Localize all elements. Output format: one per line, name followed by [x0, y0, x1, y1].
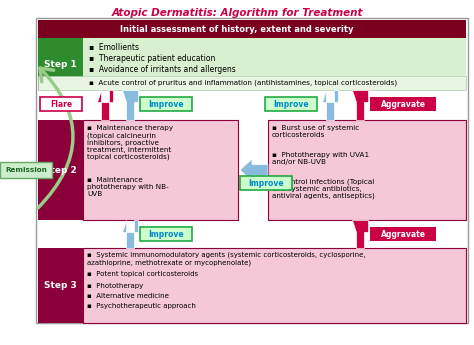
Bar	[370, 227, 436, 241]
Bar	[83, 38, 466, 76]
Text: ▪  Emollients: ▪ Emollients	[89, 43, 139, 52]
Text: ▪  Maintenance
phototherapy with NB-
UVB: ▪ Maintenance phototherapy with NB- UVB	[87, 177, 169, 197]
Text: Improve: Improve	[148, 229, 184, 238]
Bar	[140, 97, 192, 111]
Bar	[268, 120, 466, 220]
Bar	[83, 120, 238, 220]
Polygon shape	[352, 220, 368, 248]
Text: Remission: Remission	[5, 167, 47, 173]
Text: Flare: Flare	[50, 99, 72, 108]
Polygon shape	[352, 90, 368, 120]
Text: ▪  Acute control of pruritus and inflammation (antihistamines, topical corticost: ▪ Acute control of pruritus and inflamma…	[89, 80, 397, 86]
FancyArrowPatch shape	[38, 68, 73, 208]
Text: ▪  Maintenance therapy
(topical calcineurin
inhibitors, proactive
treatment, int: ▪ Maintenance therapy (topical calcineur…	[87, 125, 173, 160]
Text: ▪  Alternative medicine: ▪ Alternative medicine	[87, 293, 169, 299]
Text: ▪  Psychotherapeutic approach: ▪ Psychotherapeutic approach	[87, 303, 196, 309]
Bar	[265, 97, 317, 111]
Polygon shape	[322, 90, 338, 120]
Text: Aggravate: Aggravate	[381, 99, 426, 108]
Bar	[83, 248, 466, 323]
Bar	[0, 162, 52, 178]
Polygon shape	[97, 90, 113, 120]
Polygon shape	[240, 159, 268, 181]
Polygon shape	[122, 90, 138, 120]
Text: Improve: Improve	[148, 99, 184, 108]
Bar	[40, 97, 82, 111]
Text: ▪  Burst use of systemic
corticosteroids: ▪ Burst use of systemic corticosteroids	[272, 125, 359, 138]
Text: Initial assessment of history, extent and severity: Initial assessment of history, extent an…	[120, 24, 354, 33]
Text: Step 2: Step 2	[44, 166, 77, 175]
Text: Atopic Dermatitis: Algorithm for Treatment: Atopic Dermatitis: Algorithm for Treatme…	[111, 8, 363, 18]
Text: Step 1: Step 1	[44, 59, 77, 69]
Text: Aggravate: Aggravate	[381, 229, 426, 238]
Text: Improve: Improve	[273, 99, 309, 108]
Text: ▪  Avoidance of irritants and allergens: ▪ Avoidance of irritants and allergens	[89, 65, 236, 74]
Bar	[38, 248, 83, 323]
Text: ▪  Phototherapy: ▪ Phototherapy	[87, 283, 143, 289]
Text: ▪  Systemic immunomodulatory agents (systemic corticosteroids, cyclosporine,
aza: ▪ Systemic immunomodulatory agents (syst…	[87, 252, 365, 266]
Text: Improve: Improve	[248, 178, 284, 187]
Bar	[36, 18, 468, 323]
Bar	[38, 20, 466, 38]
Bar	[38, 38, 83, 90]
Text: ▪  Phototherapy with UVA1
and/or NB-UVB: ▪ Phototherapy with UVA1 and/or NB-UVB	[272, 152, 369, 165]
Text: ▪  Therapeutic patient education: ▪ Therapeutic patient education	[89, 54, 215, 63]
Bar	[38, 76, 466, 90]
Text: Step 3: Step 3	[44, 281, 77, 290]
Bar	[38, 120, 83, 220]
Bar	[140, 227, 192, 241]
Bar	[370, 97, 436, 111]
Text: ▪  Potent topical corticosteroids: ▪ Potent topical corticosteroids	[87, 271, 198, 277]
Bar	[240, 176, 292, 190]
Text: ▪  Control infections (Topical
and systemic antibiotics,
antiviral agents, antis: ▪ Control infections (Topical and system…	[272, 178, 375, 199]
Polygon shape	[122, 220, 138, 248]
